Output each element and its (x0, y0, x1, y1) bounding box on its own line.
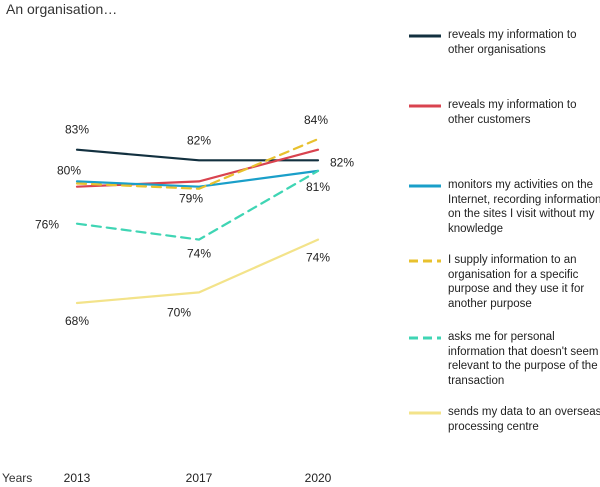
legend-label: sends my data to an overseas processing … (448, 406, 600, 433)
legend-label: monitors my activities on the Internet, … (448, 179, 600, 235)
data-label-s6-2020: 74% (306, 251, 330, 265)
legend-label: I supply information to an organisation … (448, 254, 585, 310)
legend-swatch-6 (409, 411, 441, 415)
data-label-s1-2013: 83% (65, 123, 89, 137)
data-label-s6-2017: 70% (167, 305, 191, 319)
series-line-5 (75, 169, 320, 241)
x-tick-label-2013: 2013 (64, 471, 91, 485)
legend-swatch-3 (409, 184, 441, 188)
x-tick-label-2017: 2017 (186, 471, 213, 485)
x-axis-label: Years (2, 471, 32, 485)
data-labels: 83% 82% 82% 80% 79% 81% 84% 76% 74% 68% 70% 74% (35, 113, 354, 328)
legend-label: reveals my information to other organisa… (448, 29, 577, 56)
data-label-s3-2017: 79% (179, 192, 203, 206)
data-label-s1-2020: 82% (330, 155, 354, 169)
data-label-s1-2017: 82% (187, 133, 211, 147)
x-tick-label-2020: 2020 (305, 471, 332, 485)
series-line-3 (75, 169, 320, 188)
data-label-s6-2013: 68% (65, 314, 89, 328)
x-tick-labels: 2013 2017 2020 (64, 471, 332, 485)
data-label-s4-2020: 84% (304, 113, 328, 127)
series-lines (75, 138, 320, 305)
series-line-2 (75, 148, 320, 188)
chart-title: An organisation… (6, 1, 118, 17)
data-label-s5-2017: 74% (187, 247, 211, 261)
data-label-s3-2020: 81% (306, 180, 330, 194)
data-label-s3-2013: 80% (57, 163, 81, 177)
legend-label: reveals my information to other customer… (448, 99, 577, 126)
series-line-6 (75, 238, 320, 305)
legend-swatch-1 (409, 34, 441, 38)
series-line-4 (75, 138, 320, 190)
legend-label: asks me for personal information that do… (448, 331, 599, 387)
legend-swatch-4 (409, 259, 441, 263)
legend-swatch-2 (409, 104, 441, 108)
data-label-s5-2013: 76% (35, 218, 59, 232)
legend-swatch-5 (409, 336, 441, 340)
